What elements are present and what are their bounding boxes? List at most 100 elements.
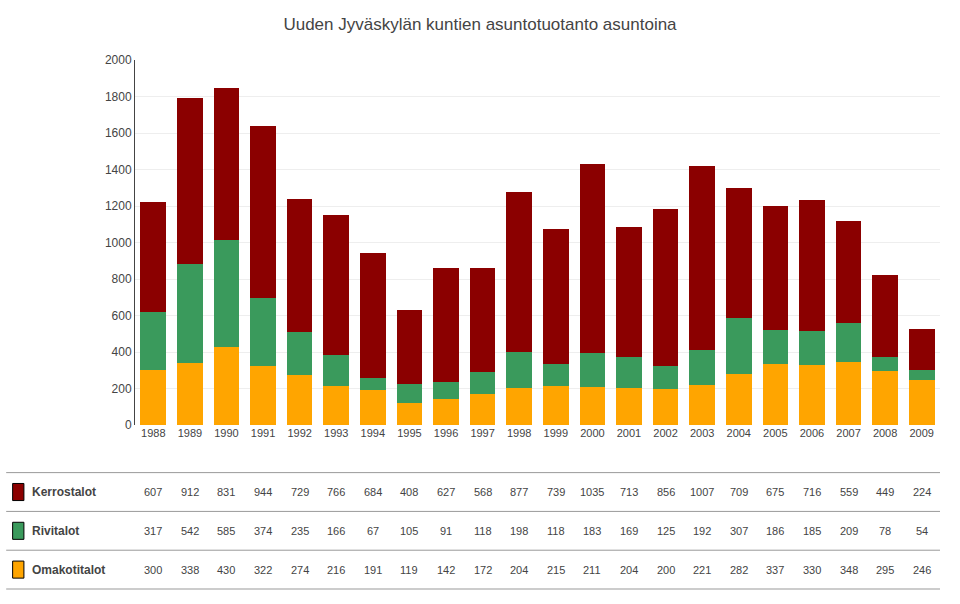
svg-text:330: 330 — [803, 564, 821, 576]
svg-text:118: 118 — [474, 525, 492, 537]
svg-text:Rivitalot: Rivitalot — [32, 524, 79, 538]
svg-text:2006: 2006 — [800, 427, 824, 439]
svg-text:200: 200 — [657, 564, 675, 576]
svg-text:2004: 2004 — [727, 427, 751, 439]
svg-text:1800: 1800 — [105, 90, 132, 104]
svg-text:216: 216 — [327, 564, 345, 576]
svg-text:235: 235 — [291, 525, 309, 537]
svg-text:430: 430 — [217, 564, 235, 576]
svg-text:1000: 1000 — [105, 236, 132, 250]
svg-text:215: 215 — [547, 564, 565, 576]
svg-text:191: 191 — [364, 564, 382, 576]
svg-text:1035: 1035 — [580, 486, 604, 498]
svg-text:2000: 2000 — [580, 427, 604, 439]
svg-text:166: 166 — [327, 525, 345, 537]
svg-text:856: 856 — [657, 486, 675, 498]
svg-text:1600: 1600 — [105, 126, 132, 140]
svg-text:542: 542 — [181, 525, 199, 537]
svg-text:0: 0 — [125, 418, 132, 432]
svg-text:766: 766 — [327, 486, 345, 498]
svg-text:282: 282 — [730, 564, 748, 576]
svg-text:2001: 2001 — [617, 427, 641, 439]
svg-text:1998: 1998 — [507, 427, 531, 439]
svg-text:317: 317 — [144, 525, 162, 537]
svg-text:2003: 2003 — [690, 427, 714, 439]
svg-text:2000: 2000 — [105, 53, 132, 67]
svg-text:172: 172 — [474, 564, 492, 576]
svg-text:1999: 1999 — [544, 427, 568, 439]
svg-text:2002: 2002 — [653, 427, 677, 439]
svg-text:2005: 2005 — [763, 427, 787, 439]
svg-text:67: 67 — [367, 525, 379, 537]
svg-text:204: 204 — [620, 564, 638, 576]
svg-text:211: 211 — [583, 564, 601, 576]
svg-text:169: 169 — [620, 525, 638, 537]
svg-text:307: 307 — [730, 525, 748, 537]
svg-text:348: 348 — [840, 564, 858, 576]
svg-text:204: 204 — [510, 564, 528, 576]
svg-text:729: 729 — [291, 486, 309, 498]
svg-text:198: 198 — [510, 525, 528, 537]
svg-text:800: 800 — [112, 272, 132, 286]
svg-text:600: 600 — [112, 309, 132, 323]
svg-text:Uuden Jyväskylän kuntien asunt: Uuden Jyväskylän kuntien asuntotuotanto … — [283, 15, 677, 34]
svg-text:1995: 1995 — [397, 427, 421, 439]
svg-text:183: 183 — [583, 525, 601, 537]
svg-text:408: 408 — [400, 486, 418, 498]
svg-text:374: 374 — [254, 525, 272, 537]
svg-text:709: 709 — [730, 486, 748, 498]
svg-text:105: 105 — [400, 525, 418, 537]
svg-text:2009: 2009 — [909, 427, 933, 439]
svg-text:400: 400 — [112, 345, 132, 359]
svg-text:119: 119 — [400, 564, 418, 576]
svg-text:2008: 2008 — [873, 427, 897, 439]
svg-text:912: 912 — [181, 486, 199, 498]
svg-text:91: 91 — [440, 525, 452, 537]
svg-text:322: 322 — [254, 564, 272, 576]
svg-text:337: 337 — [766, 564, 784, 576]
svg-text:713: 713 — [620, 486, 638, 498]
svg-text:192: 192 — [693, 525, 711, 537]
svg-text:209: 209 — [840, 525, 858, 537]
svg-text:1996: 1996 — [434, 427, 458, 439]
svg-text:716: 716 — [803, 486, 821, 498]
svg-text:877: 877 — [510, 486, 528, 498]
svg-text:295: 295 — [876, 564, 894, 576]
svg-text:246: 246 — [913, 564, 931, 576]
svg-text:568: 568 — [474, 486, 492, 498]
svg-text:831: 831 — [217, 486, 235, 498]
svg-text:585: 585 — [217, 525, 235, 537]
svg-text:125: 125 — [657, 525, 675, 537]
svg-text:607: 607 — [144, 486, 162, 498]
svg-text:1007: 1007 — [690, 486, 714, 498]
svg-text:739: 739 — [547, 486, 565, 498]
svg-text:224: 224 — [913, 486, 931, 498]
svg-text:200: 200 — [112, 382, 132, 396]
svg-text:449: 449 — [876, 486, 894, 498]
svg-text:675: 675 — [766, 486, 784, 498]
svg-text:274: 274 — [291, 564, 309, 576]
svg-text:300: 300 — [144, 564, 162, 576]
svg-text:118: 118 — [547, 525, 565, 537]
svg-text:1994: 1994 — [361, 427, 385, 439]
svg-text:338: 338 — [181, 564, 199, 576]
svg-text:1991: 1991 — [251, 427, 275, 439]
svg-text:186: 186 — [766, 525, 784, 537]
svg-text:944: 944 — [254, 486, 272, 498]
svg-text:684: 684 — [364, 486, 382, 498]
svg-text:2007: 2007 — [836, 427, 860, 439]
svg-text:221: 221 — [693, 564, 711, 576]
svg-text:1989: 1989 — [178, 427, 202, 439]
svg-text:54: 54 — [916, 525, 928, 537]
svg-text:1988: 1988 — [141, 427, 165, 439]
svg-text:Kerrostalot: Kerrostalot — [32, 485, 96, 499]
svg-text:559: 559 — [840, 486, 858, 498]
svg-text:78: 78 — [879, 525, 891, 537]
svg-text:185: 185 — [803, 525, 821, 537]
svg-text:Omakotitalot: Omakotitalot — [32, 563, 105, 577]
svg-text:1400: 1400 — [105, 163, 132, 177]
svg-text:1993: 1993 — [324, 427, 348, 439]
svg-text:1997: 1997 — [470, 427, 494, 439]
svg-text:627: 627 — [437, 486, 455, 498]
svg-text:1200: 1200 — [105, 199, 132, 213]
